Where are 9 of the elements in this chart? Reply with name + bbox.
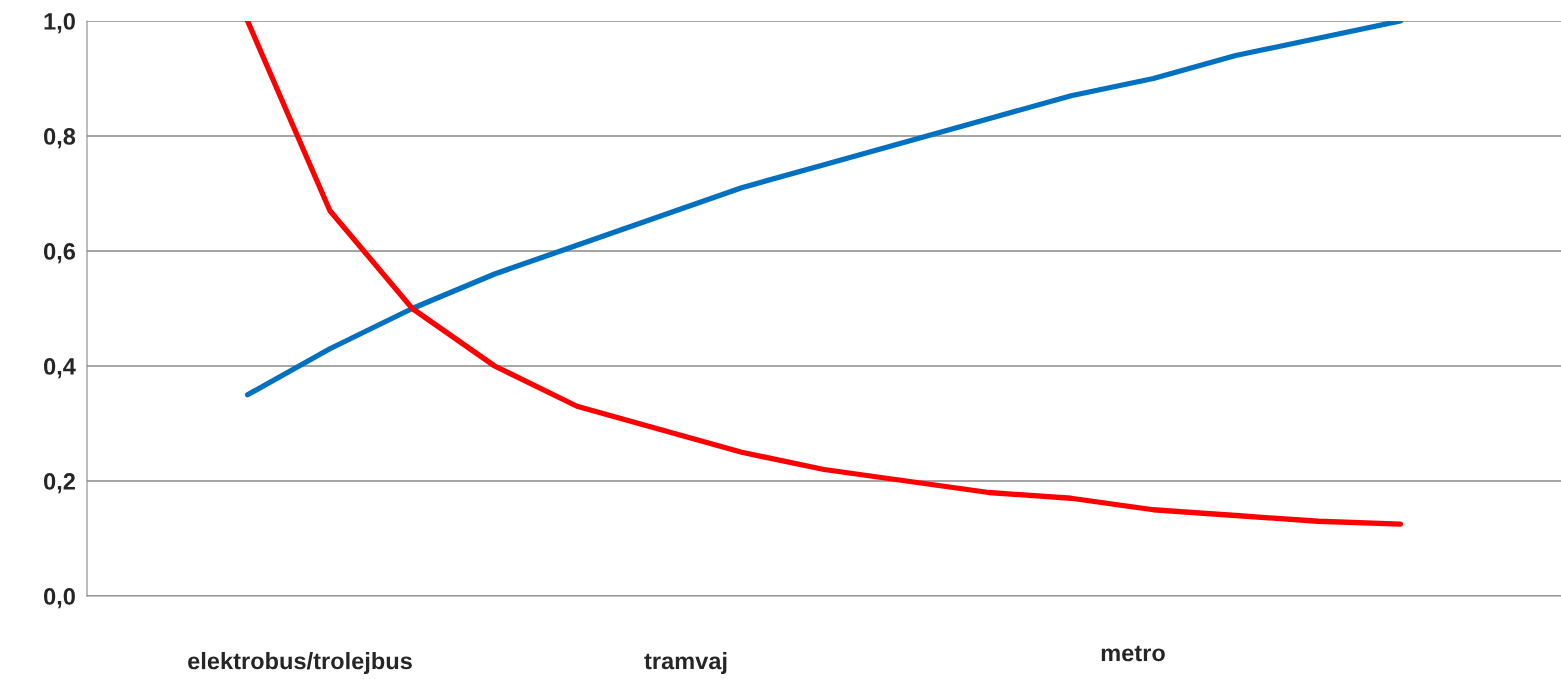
y-tick-label: 1,0: [44, 13, 75, 34]
y-tick-label: 0,6: [44, 243, 76, 264]
y-tick-label: 0,8: [44, 128, 76, 149]
text: elektrobus/trolejbus: [188, 651, 412, 675]
text: tramvaj: [644, 651, 727, 675]
text: metro: [1101, 645, 1165, 662]
y-tick-label: 0,0: [44, 588, 75, 609]
y-tick-label: 0,2: [44, 473, 75, 494]
y-tick-label: 0,4: [44, 358, 76, 379]
